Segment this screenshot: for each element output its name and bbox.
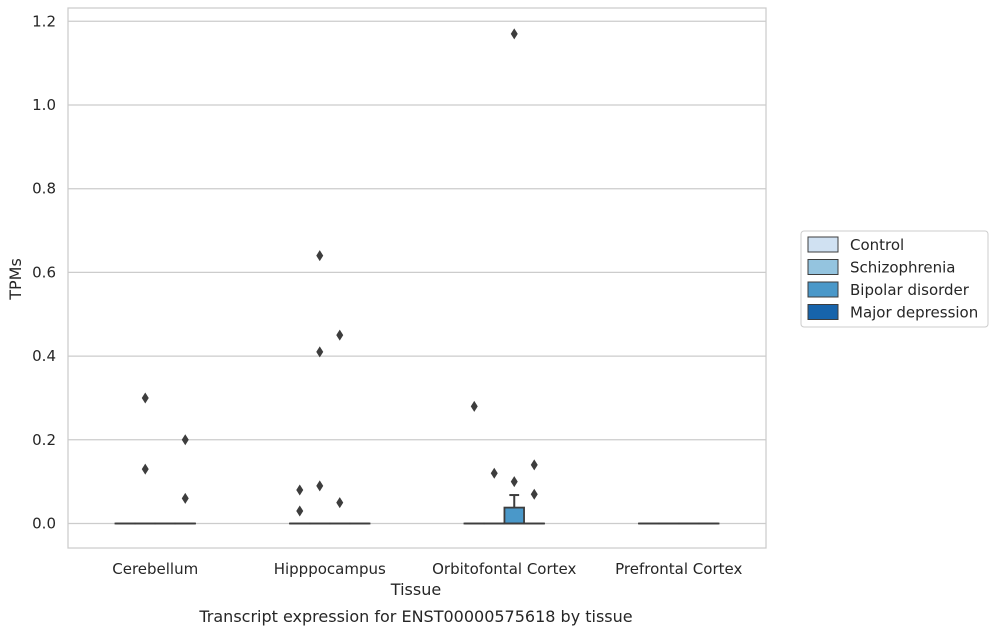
- legend-label: Schizophrenia: [850, 259, 955, 277]
- outlier-point: [336, 329, 344, 341]
- outliers: [141, 28, 538, 517]
- outlier-point: [296, 505, 304, 517]
- box-body: [503, 506, 525, 525]
- legend-frame: [800, 230, 989, 328]
- y-tick-label: 1.0: [32, 96, 56, 114]
- y-tick-label: 0.8: [32, 180, 56, 198]
- y-tick-label: 0.4: [32, 347, 56, 365]
- y-axis-title: TPMs: [6, 258, 25, 301]
- legend-swatch: [807, 236, 839, 253]
- x-tick-label: Cerebellum: [112, 560, 198, 578]
- x-axis-title: Tissue: [390, 580, 441, 599]
- outlier-point: [336, 497, 344, 509]
- x-tick-label: Prefrontal Cortex: [615, 560, 742, 578]
- outlier-point: [141, 392, 149, 404]
- legend: Control Schizophrenia Bipolar disorder Majo…: [800, 230, 989, 328]
- outlier-point: [530, 459, 538, 471]
- outlier-point: [296, 484, 304, 496]
- outlier-point: [470, 400, 478, 412]
- chart-caption: Transcript expression for ENST0000057561…: [198, 607, 632, 626]
- y-tick-label: 0.0: [32, 515, 56, 533]
- outlier-point: [141, 463, 149, 475]
- x-tick-label: Hipppocampus: [274, 560, 386, 578]
- x-tick-label: Orbitofontal Cortex: [432, 560, 576, 578]
- box-bipolar-disorder: [503, 494, 525, 525]
- gridlines: [68, 20, 766, 525]
- y-tick-label: 1.2: [32, 12, 56, 30]
- outlier-point: [181, 492, 189, 504]
- plot-area-frame: [67, 7, 767, 549]
- legend-swatch: [807, 281, 839, 298]
- y-tick-label: 0.2: [32, 431, 56, 449]
- outlier-point: [530, 488, 538, 500]
- boxes: [114, 494, 720, 525]
- legend-swatch: [807, 304, 839, 320]
- outlier-point: [490, 467, 498, 479]
- outlier-point: [316, 480, 324, 492]
- legend-swatch: [807, 259, 839, 275]
- legend-label: Control: [850, 236, 904, 254]
- y-tick-label: 0.6: [32, 263, 56, 281]
- outlier-point: [316, 250, 324, 262]
- outlier-point: [316, 346, 324, 358]
- outlier-point: [510, 28, 518, 40]
- legend-label: Bipolar disorder: [850, 281, 970, 299]
- x-axis-ticks: Cerebellum Hipppocampus Orbitofontal Corte…: [112, 560, 742, 578]
- legend-label: Major depression: [850, 304, 978, 322]
- y-axis-ticks: 0.0 0.2 0.4 0.6 0.8 1.0 1.2: [32, 12, 56, 532]
- outlier-point: [181, 434, 189, 446]
- outlier-point: [510, 476, 518, 488]
